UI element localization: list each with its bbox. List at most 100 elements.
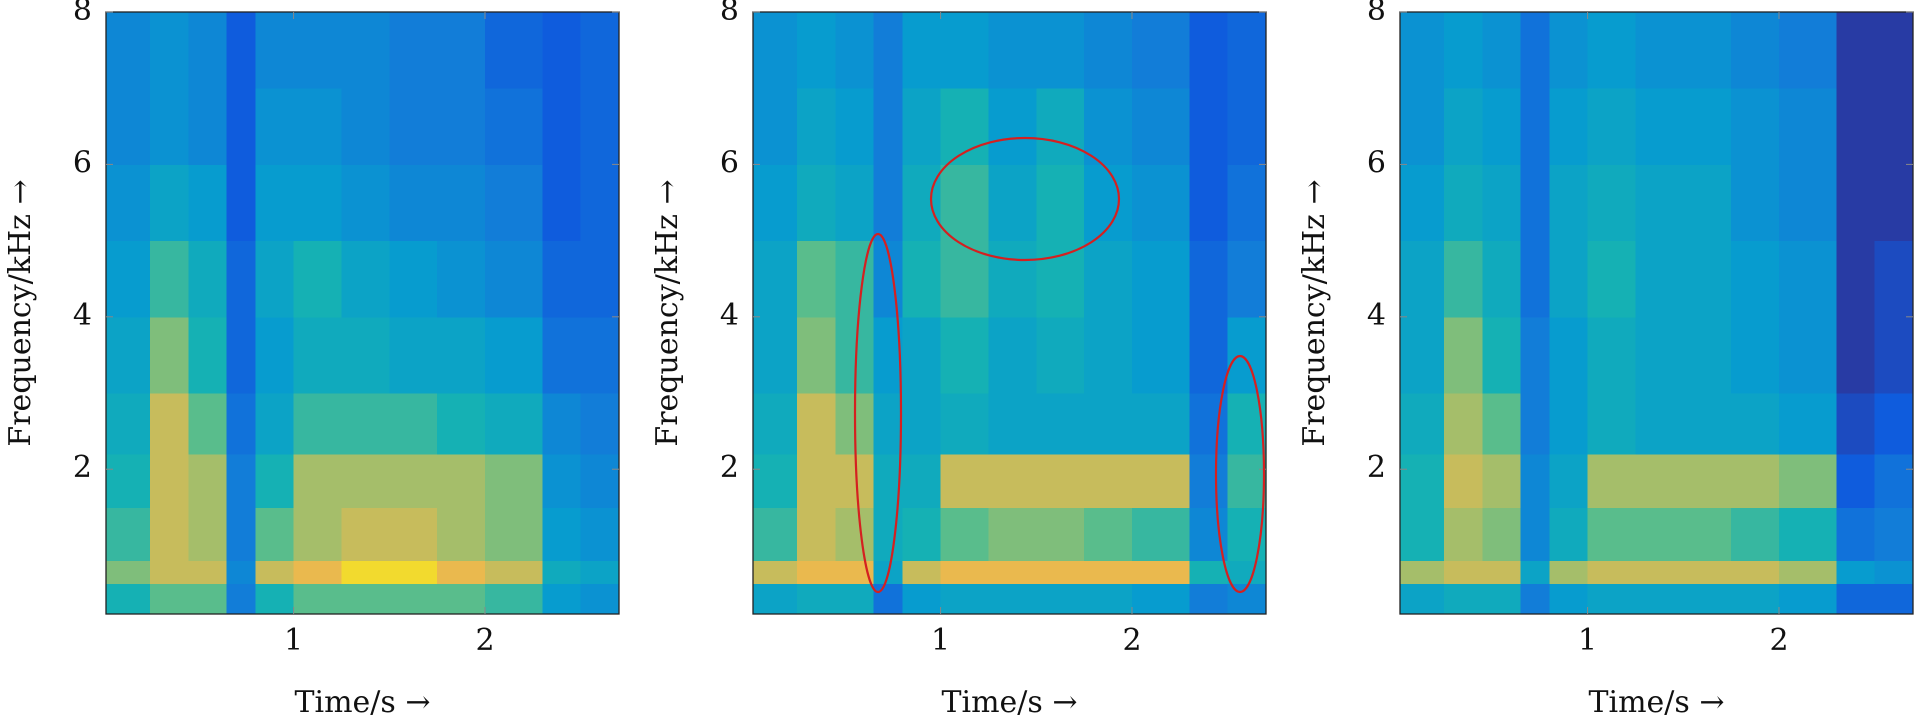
heatmap-cell bbox=[1132, 88, 1190, 165]
heatmap-cell bbox=[1189, 316, 1229, 394]
heatmap-cell bbox=[542, 507, 582, 562]
heatmap-cell bbox=[341, 583, 390, 615]
heatmap-cell bbox=[542, 393, 582, 455]
heatmap-cell bbox=[797, 316, 836, 394]
x-tick-label: 1 bbox=[284, 623, 303, 658]
heatmap-cell bbox=[1587, 316, 1636, 394]
heatmap-cell bbox=[1084, 316, 1133, 394]
heatmap-cell bbox=[542, 12, 582, 89]
spectrogram-panel: 1 2 2 4 6 8 Time/s → Frequency/kHz → bbox=[1297, 0, 1914, 720]
heatmap-cell bbox=[1683, 12, 1732, 89]
y-tick-label: 8 bbox=[73, 0, 92, 28]
heatmap-cell bbox=[485, 88, 543, 165]
heatmap-cell bbox=[1482, 164, 1522, 242]
heatmap-cell bbox=[341, 164, 390, 242]
heatmap-cell bbox=[1482, 453, 1522, 508]
heatmap-cell bbox=[1836, 453, 1876, 508]
heatmap-cell bbox=[902, 164, 942, 242]
heatmap-cell bbox=[753, 164, 798, 242]
heatmap-cell bbox=[1227, 240, 1267, 318]
heatmap-cell bbox=[753, 560, 798, 585]
heatmap-cell bbox=[542, 240, 582, 318]
heatmap-cell bbox=[437, 88, 486, 165]
heatmap-cell bbox=[988, 12, 1037, 89]
heatmap-cell bbox=[1520, 393, 1550, 455]
heatmap-cell bbox=[753, 316, 798, 394]
heatmap-cell bbox=[902, 240, 942, 318]
heatmap-cell bbox=[1400, 583, 1445, 615]
heatmap-cell bbox=[226, 507, 256, 562]
heatmap-cell bbox=[255, 583, 295, 615]
heatmap-cell bbox=[1482, 560, 1522, 585]
y-tick-label: 4 bbox=[73, 298, 92, 333]
heatmap-cell bbox=[940, 453, 989, 508]
y-axis-label: Frequency/kHz → bbox=[650, 179, 685, 446]
heatmap-cell bbox=[988, 583, 1037, 615]
heatmap-cell bbox=[389, 453, 438, 508]
highlight-ellipse bbox=[1214, 354, 1266, 594]
heatmap-cell bbox=[1227, 164, 1267, 242]
heatmap-cell bbox=[188, 240, 228, 318]
heatmap-cell bbox=[106, 507, 151, 562]
heatmap-cell bbox=[1549, 560, 1589, 585]
heatmap-cell bbox=[226, 393, 256, 455]
y-tick-label: 6 bbox=[73, 145, 92, 180]
heatmap-cell bbox=[988, 88, 1037, 165]
highlight-ellipse bbox=[853, 232, 903, 594]
x-tick-label: 2 bbox=[1769, 623, 1788, 658]
heatmap-cell bbox=[1731, 583, 1780, 615]
heatmap-cell bbox=[1084, 560, 1133, 585]
heatmap-cell bbox=[580, 583, 620, 615]
heatmap-cell bbox=[835, 583, 875, 615]
heatmap-cell bbox=[1084, 393, 1133, 455]
heatmap-cell bbox=[1482, 393, 1522, 455]
heatmap-cell bbox=[1779, 88, 1837, 165]
heatmap-cell bbox=[437, 12, 486, 89]
y-tick-label: 4 bbox=[1367, 298, 1386, 333]
heatmap-cell bbox=[1635, 240, 1684, 318]
heatmap-cell bbox=[753, 240, 798, 318]
heatmap-cell bbox=[150, 12, 189, 89]
heatmap-cell bbox=[902, 88, 942, 165]
heatmap-cell bbox=[1683, 453, 1732, 508]
heatmap-cell bbox=[255, 12, 295, 89]
heatmap-cell bbox=[797, 164, 836, 242]
heatmap-cell bbox=[1836, 88, 1876, 165]
heatmap-cell bbox=[1444, 88, 1483, 165]
heatmap-cell bbox=[1587, 393, 1636, 455]
heatmap-cell bbox=[226, 88, 256, 165]
heatmap-cell bbox=[1520, 12, 1550, 89]
heatmap-cell bbox=[580, 316, 620, 394]
heatmap-cell bbox=[437, 393, 486, 455]
heatmap-cell bbox=[255, 240, 295, 318]
heatmap-cell bbox=[226, 583, 256, 615]
heatmap-cell bbox=[1683, 316, 1732, 394]
heatmap-cell bbox=[1227, 560, 1267, 585]
heatmap-cell bbox=[1874, 453, 1914, 508]
heatmap-cell bbox=[873, 164, 903, 242]
heatmap-cell bbox=[1836, 560, 1876, 585]
heatmap-cell bbox=[389, 240, 438, 318]
heatmap-cell bbox=[1779, 560, 1837, 585]
heatmap-cell bbox=[1635, 164, 1684, 242]
heatmap-cell bbox=[389, 164, 438, 242]
heatmap-cell bbox=[1400, 316, 1445, 394]
heatmap-cell bbox=[106, 583, 151, 615]
heatmap-cell bbox=[150, 453, 189, 508]
heatmap-cell bbox=[1683, 393, 1732, 455]
heatmap-cell bbox=[1444, 316, 1483, 394]
heatmap-cell bbox=[902, 393, 942, 455]
heatmap-cell bbox=[940, 583, 989, 615]
heatmap-cell bbox=[437, 240, 486, 318]
heatmap-cell bbox=[1587, 164, 1636, 242]
heatmap-cell bbox=[580, 393, 620, 455]
heatmap-cell bbox=[188, 88, 228, 165]
heatmap-cell bbox=[255, 164, 295, 242]
heatmap-cell bbox=[1444, 453, 1483, 508]
heatmap-cell bbox=[437, 507, 486, 562]
heatmap-cell bbox=[1444, 12, 1483, 89]
heatmap-cell bbox=[1836, 316, 1876, 394]
heatmap-cell bbox=[902, 507, 942, 562]
heatmap-cell bbox=[1836, 507, 1876, 562]
heatmap-cell bbox=[1444, 393, 1483, 455]
